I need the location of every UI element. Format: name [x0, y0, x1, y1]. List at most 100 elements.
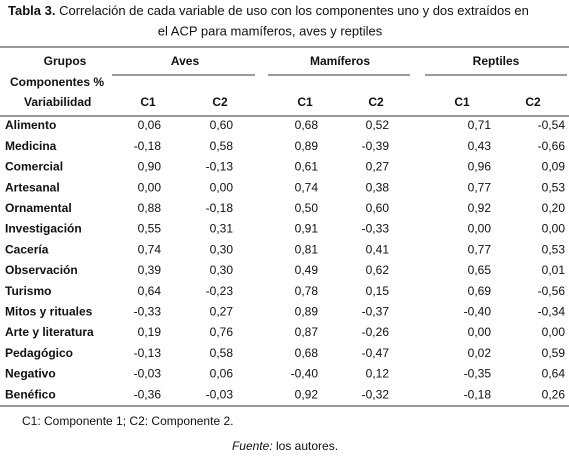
cell: 0,15 [366, 284, 390, 298]
cell: -0,40 [464, 304, 492, 318]
cell: 0,88 [138, 201, 162, 215]
row-label: Investigación [5, 222, 82, 236]
cell: 0,43 [468, 139, 492, 153]
cell: 0,76 [210, 325, 234, 339]
cell: 0,64 [138, 284, 162, 298]
cell: 0,38 [366, 180, 390, 194]
cell: -0,26 [362, 325, 390, 339]
cell: 0,01 [542, 263, 566, 277]
cell: 0,74 [295, 180, 319, 194]
cell: 0,06 [210, 367, 234, 381]
cell: -0,18 [206, 201, 234, 215]
row-label: Ornamental [5, 201, 72, 215]
row-label: Comercial [5, 160, 63, 174]
component-header: C2 [212, 95, 228, 109]
cell: 0,00 [210, 180, 234, 194]
note: C1: Componente 1; C2: Componente 2. [22, 414, 233, 428]
cell: -0,37 [362, 304, 390, 318]
row-header-label: Componentes % [10, 75, 104, 89]
component-header: C2 [368, 95, 384, 109]
cell: 0,87 [295, 325, 319, 339]
cell: 0,39 [138, 263, 162, 277]
cell: 0,58 [210, 139, 234, 153]
component-header: C1 [297, 95, 313, 109]
cell: 0,77 [468, 180, 492, 194]
cell: 0,68 [295, 118, 319, 132]
cell: 0,61 [295, 160, 319, 174]
cell: -0,13 [206, 160, 234, 174]
cell: -0,35 [464, 367, 492, 381]
cell: 0,59 [542, 346, 566, 360]
cell: -0,54 [538, 118, 566, 132]
row-label: Arte y literatura [5, 325, 94, 339]
cell: 0,19 [138, 325, 162, 339]
cell: 0,50 [295, 201, 319, 215]
cell: -0,34 [538, 304, 566, 318]
cell: 0,52 [366, 118, 390, 132]
row-label: Medicina [5, 139, 57, 153]
cell: 0,06 [138, 118, 162, 132]
cell: 0,69 [468, 284, 492, 298]
title-label: Tabla 3. [8, 3, 55, 18]
cell: 0,64 [542, 367, 566, 381]
cell: 0,09 [542, 160, 566, 174]
cell: 0,00 [468, 222, 492, 236]
cell: 0,90 [138, 160, 162, 174]
cell: 0,26 [542, 387, 566, 401]
cell: -0,33 [362, 222, 390, 236]
cell: 0,31 [210, 222, 234, 236]
cell: 0,62 [366, 263, 390, 277]
title: Tabla 3. Correlación de cada variable de… [8, 3, 529, 18]
cell: 0,20 [542, 201, 566, 215]
cell: -0,47 [362, 346, 390, 360]
cell: 0,12 [366, 367, 390, 381]
cell: 0,53 [542, 180, 566, 194]
cell: 0,89 [295, 139, 319, 153]
cell: 0,60 [366, 201, 390, 215]
cell: 0,81 [295, 242, 319, 256]
source-label: Fuente: [232, 439, 273, 453]
cell: -0,33 [134, 304, 162, 318]
title-text: Correlación de cada variable de uso con … [59, 3, 529, 18]
cell: 0,78 [295, 284, 319, 298]
source: Fuente: los autores. [232, 439, 338, 453]
cell: 0,60 [210, 118, 234, 132]
cell: 0,00 [542, 325, 566, 339]
cell: 0,27 [366, 160, 390, 174]
row-label: Artesanal [5, 180, 60, 194]
group-header: Mamíferos [310, 54, 370, 68]
cell: -0,03 [206, 387, 234, 401]
cell: 0,00 [542, 222, 566, 236]
cell: 0,65 [468, 263, 492, 277]
component-header: C1 [454, 95, 470, 109]
cell: -0,23 [206, 284, 234, 298]
title-text: el ACP para mamíferos, aves y reptiles [158, 23, 383, 38]
cell: -0,18 [134, 139, 162, 153]
row-label: Alimento [5, 118, 56, 132]
component-header: C2 [525, 95, 541, 109]
cell: -0,39 [362, 139, 390, 153]
row-label: Turismo [5, 284, 51, 298]
row-header-label: Variabilidad [24, 95, 91, 109]
component-header: C1 [140, 95, 156, 109]
source-text: los autores. [276, 439, 338, 453]
cell: 0,92 [468, 201, 492, 215]
cell: 0,55 [138, 222, 162, 236]
cell: 0,91 [295, 222, 319, 236]
row-label: Benéfico [5, 387, 56, 401]
cell: -0,18 [464, 387, 492, 401]
cell: 0,89 [295, 304, 319, 318]
cell: 0,92 [295, 387, 319, 401]
row-label: Observación [5, 263, 78, 277]
row-label: Cacería [5, 242, 49, 256]
cell: 0,49 [295, 263, 319, 277]
cell: 0,27 [210, 304, 234, 318]
row-label: Pedagógico [5, 346, 73, 360]
cell: -0,36 [134, 387, 162, 401]
row-header-label: Grupos [44, 54, 87, 68]
cell: 0,96 [468, 160, 492, 174]
cell: 0,74 [138, 242, 162, 256]
cell: -0,40 [291, 367, 319, 381]
cell: -0,32 [362, 387, 390, 401]
